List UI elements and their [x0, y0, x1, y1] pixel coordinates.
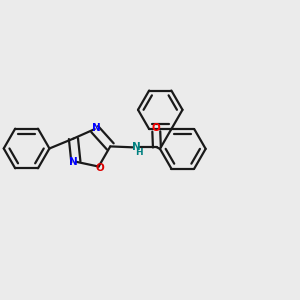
Text: N: N: [92, 123, 100, 133]
Text: O: O: [152, 123, 161, 133]
Text: H: H: [135, 148, 142, 157]
Text: O: O: [96, 163, 104, 173]
Text: N: N: [69, 157, 78, 167]
Text: N: N: [132, 142, 141, 152]
